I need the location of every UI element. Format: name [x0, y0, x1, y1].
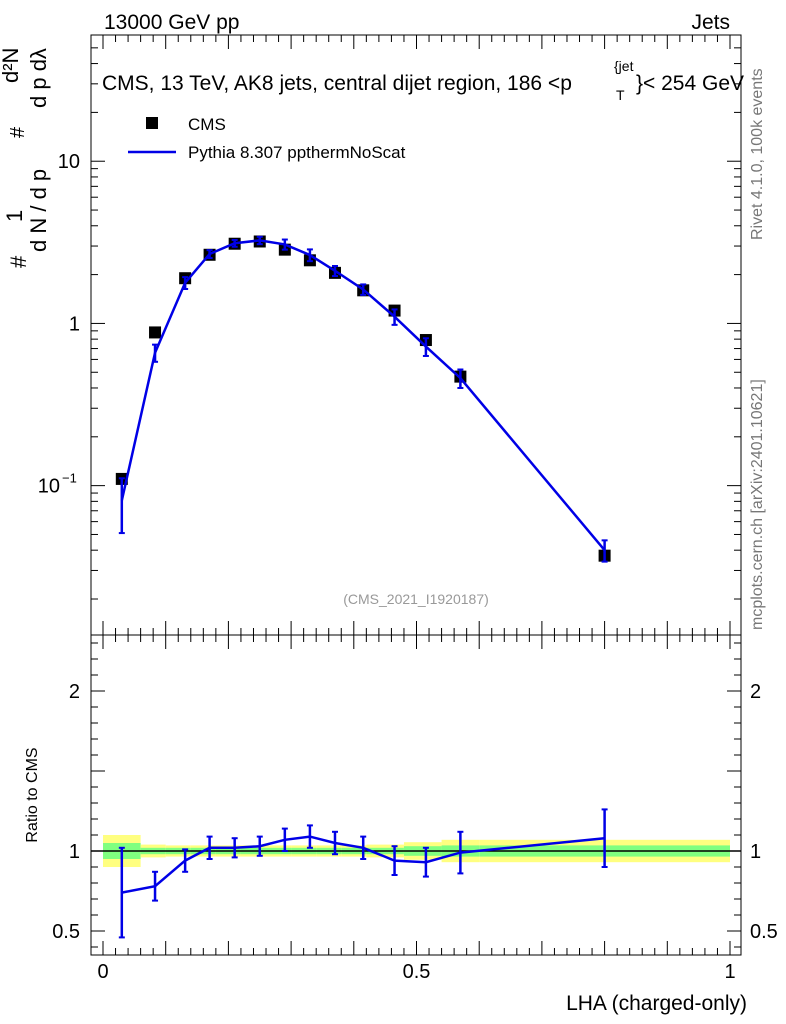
plot-title: CMS, 13 TeV, AK8 jets, central dijet reg… — [102, 58, 744, 103]
y-title-prefix: d N / d p — [26, 169, 51, 252]
ratio-plot-frame — [90, 634, 742, 956]
y-tick-label-ratio: 1 — [69, 841, 80, 863]
y-tick-label-ratio: 2 — [69, 681, 80, 703]
x-tick-label: 0 — [97, 961, 108, 983]
y-title-hash-2: # — [7, 126, 29, 138]
y-tick-label-ratio-right: 2 — [750, 681, 761, 703]
legend-mc-label: Pythia 8.307 ppthermNoScat — [188, 143, 406, 162]
legend-data-marker — [146, 117, 158, 129]
plot-title-end: }< 254 GeV — [636, 72, 744, 95]
y-tick-label-main-exp: −1 — [62, 471, 77, 486]
ratio-series — [118, 808, 608, 939]
analysis-id: (CMS_2021_I1920187) — [343, 591, 489, 607]
plot-title-main: CMS, 13 TeV, AK8 jets, central dijet reg… — [102, 72, 572, 95]
y-tick-label-main: 10 — [58, 151, 80, 173]
data-point — [149, 326, 162, 339]
plot-title-sup: {jet — [614, 58, 634, 74]
y-title-one: 1 — [2, 210, 27, 222]
y-tick-label-main: 1 — [69, 313, 80, 335]
y-axis-title-main: # 1 d N / d p # d p dλ d²N — [0, 48, 51, 268]
x-axis-title: LHA (charged-only) — [566, 992, 747, 1015]
y-title-hash-1: # — [6, 255, 31, 268]
plot-title-sub: T — [616, 87, 625, 103]
side-text-bottom: mcplots.cern.ch [arXiv:2401.10621] — [749, 379, 766, 630]
ratio-line — [121, 835, 605, 894]
header-left: 13000 GeV pp — [104, 11, 239, 34]
y-tick-label-main: 10 — [38, 476, 60, 498]
y-tick-label-ratio: 0.5 — [52, 921, 80, 943]
x-tick-label: 0.5 — [403, 961, 431, 983]
y-title-numer: d²N — [0, 48, 23, 83]
x-tick-label: 1 — [724, 961, 735, 983]
ratio-axis-ticks: 0.5 0.5 1 1 2 2 — [52, 635, 778, 955]
legend-data-label: CMS — [188, 115, 226, 134]
y-axis-title-ratio: Ratio to CMS — [24, 747, 41, 842]
y-title-denom: d p dλ — [26, 48, 51, 108]
x-tick-labels: 0 0.5 1 — [97, 961, 735, 983]
y-tick-label-ratio-right: 1 — [750, 841, 761, 863]
side-text-top: Rivet 4.1.0, 100k events — [749, 68, 766, 240]
y-tick-label-ratio-right: 0.5 — [750, 921, 778, 943]
main-series — [115, 235, 611, 563]
header-right: Jets — [691, 11, 730, 34]
legend: CMS Pythia 8.307 ppthermNoScat — [128, 115, 406, 162]
mc-line — [120, 239, 606, 551]
